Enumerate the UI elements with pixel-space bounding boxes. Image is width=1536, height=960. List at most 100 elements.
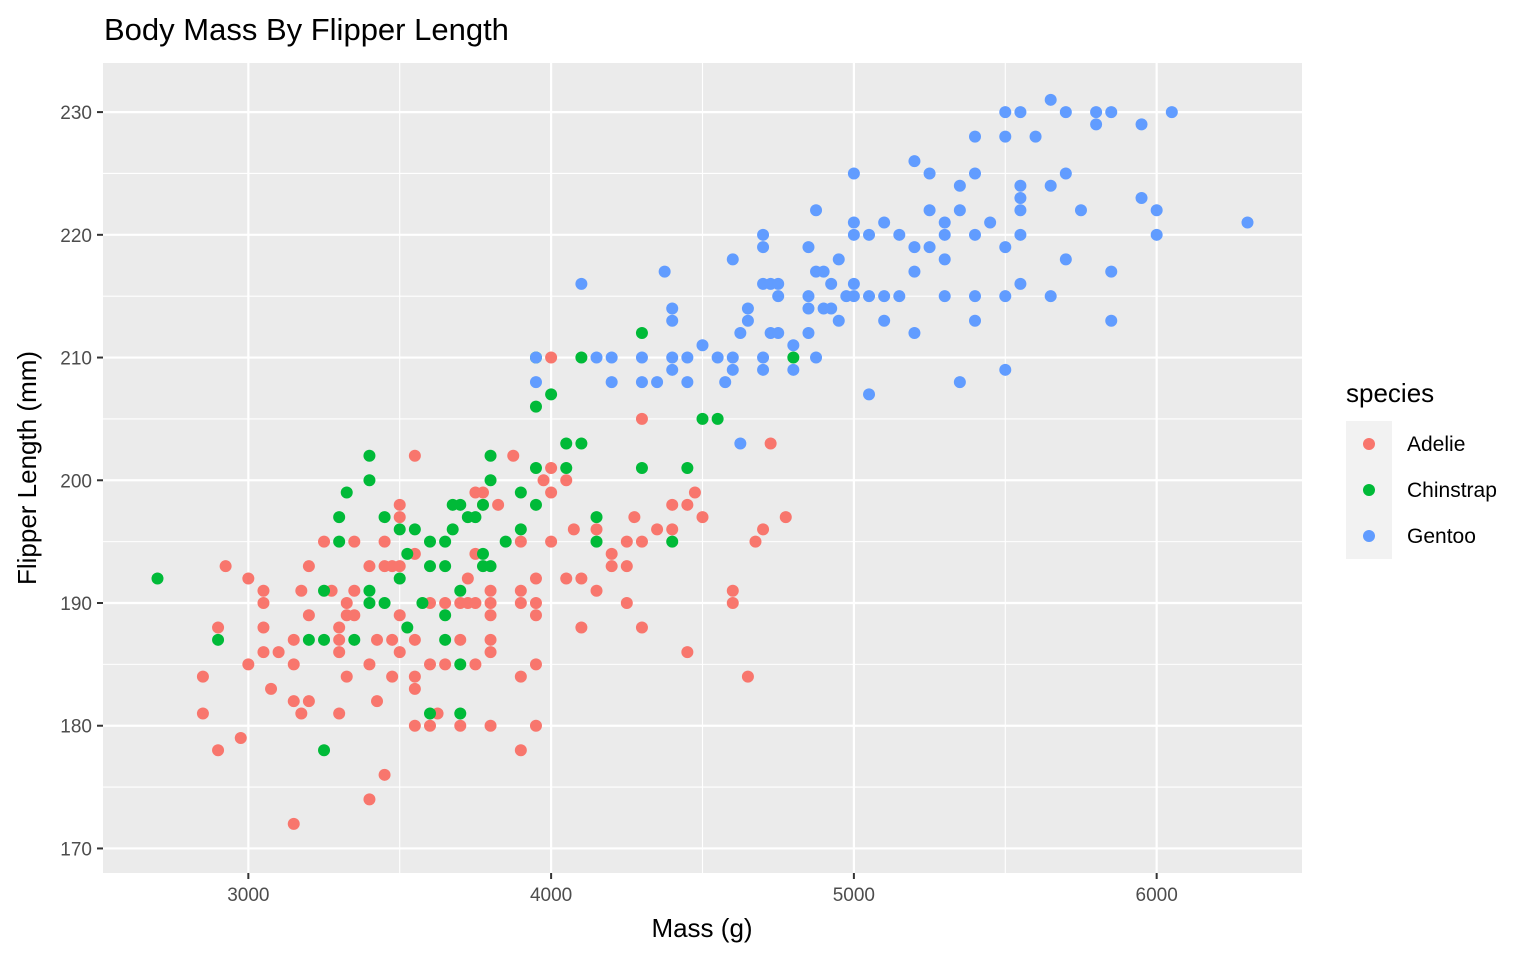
data-point-adelie [469, 658, 482, 671]
data-point-adelie [424, 658, 436, 671]
data-point-chinstrap [302, 633, 315, 646]
data-point-gentoo [1135, 118, 1148, 131]
data-point-gentoo [847, 277, 860, 290]
data-point-gentoo [666, 363, 679, 376]
data-point-chinstrap [696, 412, 709, 425]
x-tick-label: 5000 [833, 885, 875, 906]
data-point-gentoo [757, 241, 770, 254]
data-point-gentoo [711, 351, 724, 364]
data-point-gentoo [1105, 265, 1118, 278]
data-point-adelie [257, 621, 270, 634]
data-point-adelie [651, 523, 664, 536]
data-point-gentoo [757, 228, 770, 241]
data-point-gentoo [893, 228, 906, 241]
data-point-chinstrap [439, 609, 452, 622]
data-point-adelie [287, 817, 300, 830]
data-point-gentoo [847, 290, 860, 303]
data-point-adelie [635, 535, 648, 548]
data-point-gentoo [969, 130, 981, 143]
data-point-adelie [219, 560, 232, 573]
data-point-adelie [620, 535, 633, 548]
data-point-adelie [628, 511, 641, 524]
chart-title: Body Mass By Flipper Length [104, 12, 509, 47]
y-tick-label: 180 [60, 717, 92, 738]
data-point-adelie [726, 584, 739, 597]
y-tick-label: 170 [60, 839, 92, 860]
data-point-chinstrap [401, 547, 414, 560]
data-point-adelie [484, 719, 497, 732]
data-point-gentoo [666, 351, 679, 364]
data-point-chinstrap [476, 547, 489, 560]
data-point-gentoo [878, 314, 891, 327]
data-point-chinstrap [439, 633, 452, 646]
data-point-gentoo [696, 339, 709, 352]
data-point-gentoo [605, 351, 618, 364]
legend-key-gentoo [1363, 530, 1375, 542]
data-point-chinstrap [408, 523, 421, 536]
data-point-adelie [333, 621, 346, 634]
data-point-gentoo [847, 228, 860, 241]
data-point-chinstrap [401, 621, 414, 634]
data-point-gentoo [878, 216, 891, 229]
data-point-gentoo [863, 388, 876, 401]
legend-label-gentoo: Gentoo [1407, 525, 1476, 548]
data-point-gentoo [666, 302, 679, 315]
data-point-gentoo [651, 376, 664, 389]
data-point-adelie [287, 633, 300, 646]
data-point-adelie [749, 535, 762, 548]
data-point-adelie [507, 449, 520, 462]
data-point-gentoo [938, 216, 951, 229]
data-point-adelie [590, 523, 603, 536]
data-point-adelie [287, 658, 300, 671]
y-tick-label: 190 [60, 594, 92, 615]
data-point-adelie [408, 633, 421, 646]
data-point-chinstrap [439, 535, 452, 548]
data-point-chinstrap [499, 535, 512, 548]
data-point-gentoo [938, 290, 951, 303]
data-point-adelie [265, 682, 278, 695]
data-point-gentoo [908, 327, 921, 339]
data-point-gentoo [787, 339, 800, 352]
data-point-gentoo [1241, 216, 1254, 229]
data-point-gentoo [999, 290, 1012, 303]
data-point-adelie [393, 560, 406, 573]
data-point-gentoo [719, 376, 732, 389]
data-point-adelie [529, 597, 542, 609]
data-point-adelie [378, 768, 391, 781]
data-point-gentoo [863, 228, 876, 241]
data-point-adelie [567, 523, 580, 536]
data-point-adelie [545, 535, 558, 548]
data-point-adelie [302, 609, 315, 622]
data-point-gentoo [938, 253, 951, 266]
data-point-chinstrap [476, 498, 489, 511]
data-point-chinstrap [393, 572, 406, 585]
data-point-chinstrap [454, 658, 467, 671]
data-point-gentoo [734, 327, 747, 339]
data-point-chinstrap [393, 523, 406, 536]
data-point-gentoo [1029, 130, 1042, 143]
data-point-gentoo [908, 241, 921, 254]
legend-key-chinstrap [1363, 484, 1375, 496]
data-point-chinstrap [333, 535, 346, 548]
data-point-gentoo [757, 351, 770, 364]
data-point-chinstrap [484, 474, 497, 487]
data-point-adelie [439, 658, 452, 671]
data-point-adelie [295, 707, 308, 720]
x-tick-label: 3000 [227, 885, 269, 906]
data-point-chinstrap [212, 633, 225, 646]
data-point-gentoo [1044, 179, 1057, 192]
data-point-adelie [575, 621, 588, 634]
data-point-gentoo [787, 363, 800, 376]
data-point-gentoo [969, 167, 981, 180]
data-point-gentoo [802, 290, 815, 303]
data-point-gentoo [772, 277, 785, 290]
data-point-gentoo [969, 290, 981, 303]
data-point-chinstrap [439, 560, 452, 573]
data-point-gentoo [1150, 228, 1163, 241]
data-point-gentoo [1014, 192, 1027, 204]
data-point-chinstrap [318, 584, 331, 597]
data-point-adelie [234, 732, 247, 744]
data-point-adelie [514, 584, 527, 597]
data-point-adelie [287, 695, 300, 708]
data-point-adelie [529, 609, 542, 622]
